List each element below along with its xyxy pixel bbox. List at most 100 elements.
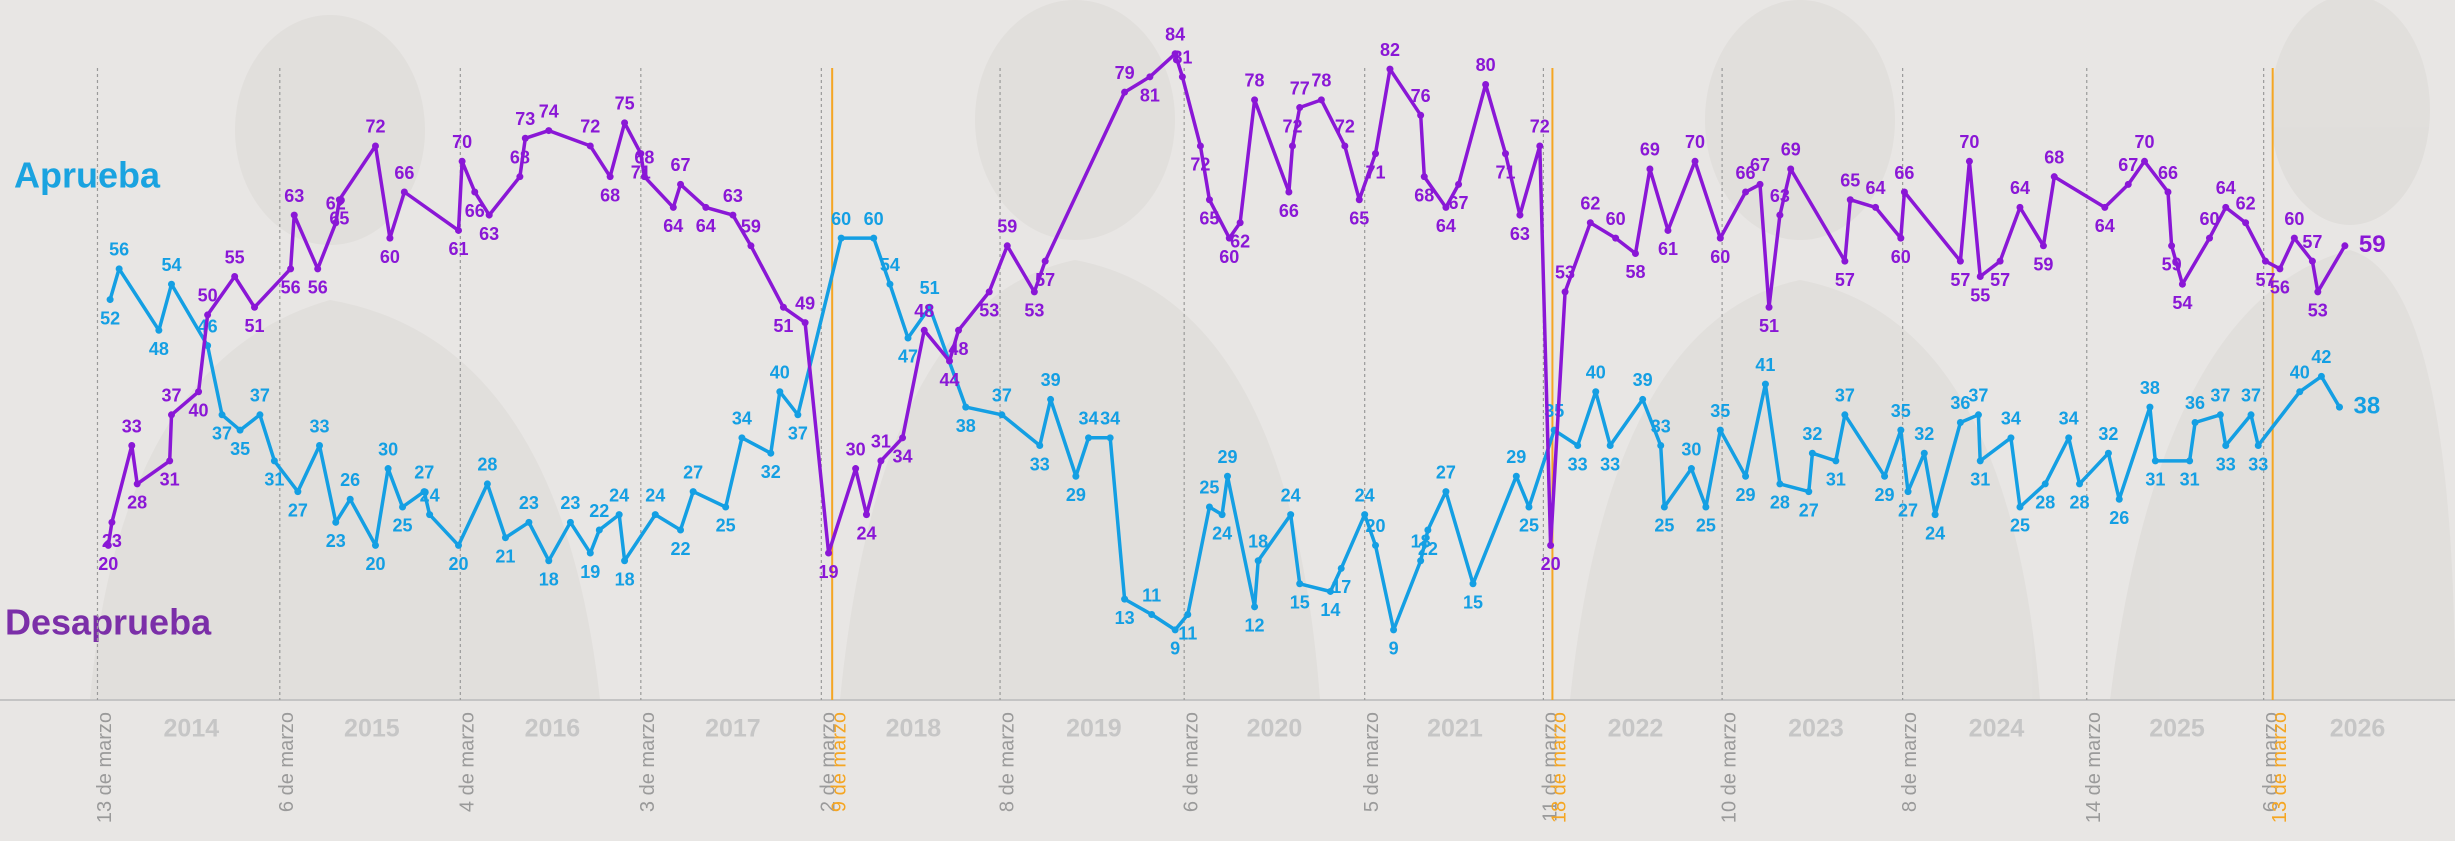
data-point: [1106, 434, 1114, 442]
data-point: [1285, 188, 1293, 196]
data-point: [1900, 188, 1908, 196]
data-label: 84: [1165, 25, 1185, 45]
data-label: 14: [1320, 600, 1340, 620]
data-point: [747, 242, 755, 250]
data-point: [1920, 449, 1928, 457]
data-point: [2164, 188, 2172, 196]
data-point: [926, 303, 934, 311]
data-label: 47: [898, 347, 918, 367]
data-label: 71: [1495, 162, 1515, 182]
data-point: [1121, 88, 1129, 96]
data-point: [1805, 488, 1813, 496]
data-label: 52: [100, 308, 120, 328]
data-point: [1386, 65, 1394, 73]
data-point: [2254, 442, 2262, 450]
data-label: 63: [284, 186, 304, 206]
data-label: 37: [212, 424, 232, 444]
data-point: [287, 265, 295, 273]
data-point: [1469, 580, 1477, 588]
data-point: [615, 511, 623, 519]
year-label: 2026: [2330, 715, 2386, 743]
year-label: 2018: [886, 715, 942, 743]
data-label: 77: [1290, 78, 1310, 98]
data-label: 53: [1555, 263, 1575, 283]
data-label: 37: [992, 386, 1012, 406]
data-label: 55: [1970, 285, 1990, 305]
data-point: [669, 203, 677, 211]
data-point: [1639, 395, 1647, 403]
data-label: 60: [380, 247, 400, 267]
data-point: [1482, 80, 1490, 88]
data-label: 20: [448, 554, 468, 574]
data-label: 24: [1355, 485, 1375, 505]
data-label: 61: [448, 239, 468, 259]
data-point: [525, 518, 533, 526]
data-label: 20: [1366, 516, 1386, 536]
data-point: [886, 280, 894, 288]
data-point: [1606, 442, 1614, 450]
data-point: [1687, 465, 1695, 473]
data-point: [904, 334, 912, 342]
data-point: [314, 265, 322, 273]
data-point: [677, 526, 685, 534]
data-label: 37: [2241, 386, 2261, 406]
data-point: [236, 426, 244, 434]
data-label: 31: [2145, 470, 2165, 490]
data-point: [1841, 257, 1849, 265]
data-label: 73: [515, 109, 535, 129]
data-point: [1716, 426, 1724, 434]
data-label: 41: [1755, 355, 1775, 375]
data-point: [1904, 488, 1912, 496]
data-label: 57: [2302, 232, 2322, 252]
data-label: 44: [939, 370, 959, 390]
data-point: [133, 480, 141, 488]
data-label: 12: [1245, 616, 1265, 636]
data-point: [2076, 480, 2084, 488]
data-label: 72: [1530, 117, 1550, 137]
data-label: 60: [1710, 247, 1730, 267]
data-label: 53: [2308, 301, 2328, 321]
data-label: 59: [741, 217, 761, 237]
data-point: [231, 273, 239, 281]
data-label: 25: [716, 516, 736, 536]
data-label: 20: [365, 554, 385, 574]
data-label: 59: [997, 217, 1017, 237]
data-point: [399, 503, 407, 511]
data-point: [899, 434, 907, 442]
data-point: [2247, 411, 2255, 419]
year-label: 2025: [2149, 715, 2205, 743]
data-point: [1765, 303, 1773, 311]
data-point: [1251, 603, 1259, 611]
data-point: [2296, 388, 2304, 396]
data-point: [2016, 203, 2024, 211]
data-point: [1424, 526, 1432, 534]
data-point: [545, 127, 553, 135]
data-label: 74: [539, 101, 559, 121]
data-label: 28: [1770, 493, 1790, 513]
data-label: 31: [2180, 470, 2200, 490]
data-point: [1072, 472, 1080, 480]
year-label: 2024: [1969, 715, 2025, 743]
event-date-label: 4 de marzo: [457, 712, 479, 812]
data-point: [1296, 104, 1304, 112]
data-point: [2168, 242, 2176, 250]
data-point: [1516, 211, 1524, 219]
data-point: [332, 518, 340, 526]
data-point: [2191, 418, 2199, 426]
data-label: 25: [1696, 516, 1716, 536]
data-point: [1631, 249, 1639, 257]
data-label: 63: [479, 224, 499, 244]
data-point: [1417, 557, 1425, 565]
data-point: [1326, 587, 1334, 595]
data-point: [877, 457, 885, 465]
data-label: 50: [198, 286, 218, 306]
data-point: [1390, 626, 1398, 634]
data-label: 36: [2185, 393, 2205, 413]
data-label: 68: [1414, 185, 1434, 205]
data-label: 34: [2059, 409, 2079, 429]
data-label: 59: [2162, 255, 2182, 275]
data-label: 25: [393, 516, 413, 536]
data-point: [2151, 457, 2159, 465]
data-point: [384, 465, 392, 473]
legend-aprueba: Aprueba: [14, 155, 161, 196]
